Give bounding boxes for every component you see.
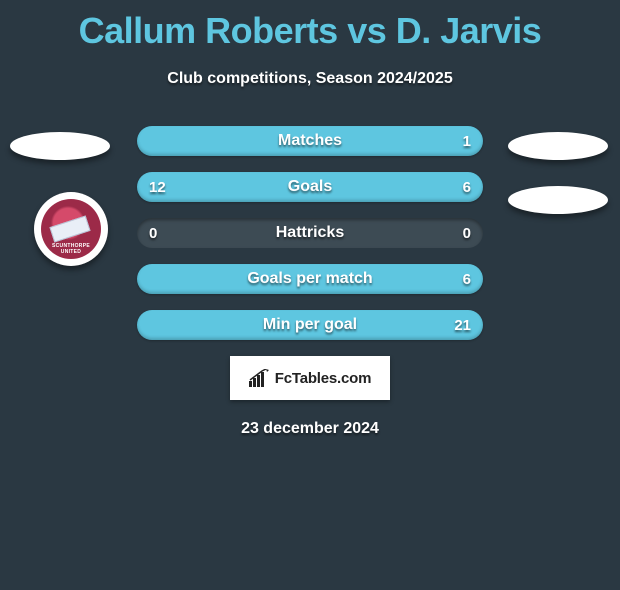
date-label: 23 december 2024 — [0, 420, 620, 438]
subtitle: Club competitions, Season 2024/2025 — [0, 70, 620, 88]
bar-fill — [137, 172, 483, 202]
stat-row-matches: Matches 1 — [137, 126, 483, 156]
bar-fill — [137, 310, 483, 340]
club-badge-ribbon — [49, 216, 90, 243]
bar-fill — [137, 126, 483, 156]
club-badge: SCUNTHORPE UNITED — [34, 192, 108, 266]
avatar-placeholder-right1 — [508, 132, 608, 160]
branding-box: FcTables.com — [230, 356, 390, 400]
stats-container: Matches 1 12 Goals 6 0 Hattricks 0 Goals… — [137, 126, 483, 340]
branding-text: FcTables.com — [275, 370, 372, 387]
bars-icon — [249, 369, 271, 387]
stat-row-min-per-goal: Min per goal 21 — [137, 310, 483, 340]
stat-row-goals: 12 Goals 6 — [137, 172, 483, 202]
bar-fill — [137, 264, 483, 294]
bar-track — [137, 218, 483, 248]
page-title: Callum Roberts vs D. Jarvis — [0, 10, 620, 52]
avatar-placeholder-left — [10, 132, 110, 160]
stat-row-goals-per-match: Goals per match 6 — [137, 264, 483, 294]
club-badge-inner: SCUNTHORPE UNITED — [41, 199, 101, 259]
avatar-placeholder-right2 — [508, 186, 608, 214]
club-badge-text: SCUNTHORPE UNITED — [41, 243, 101, 255]
stat-row-hattricks: 0 Hattricks 0 — [137, 218, 483, 248]
